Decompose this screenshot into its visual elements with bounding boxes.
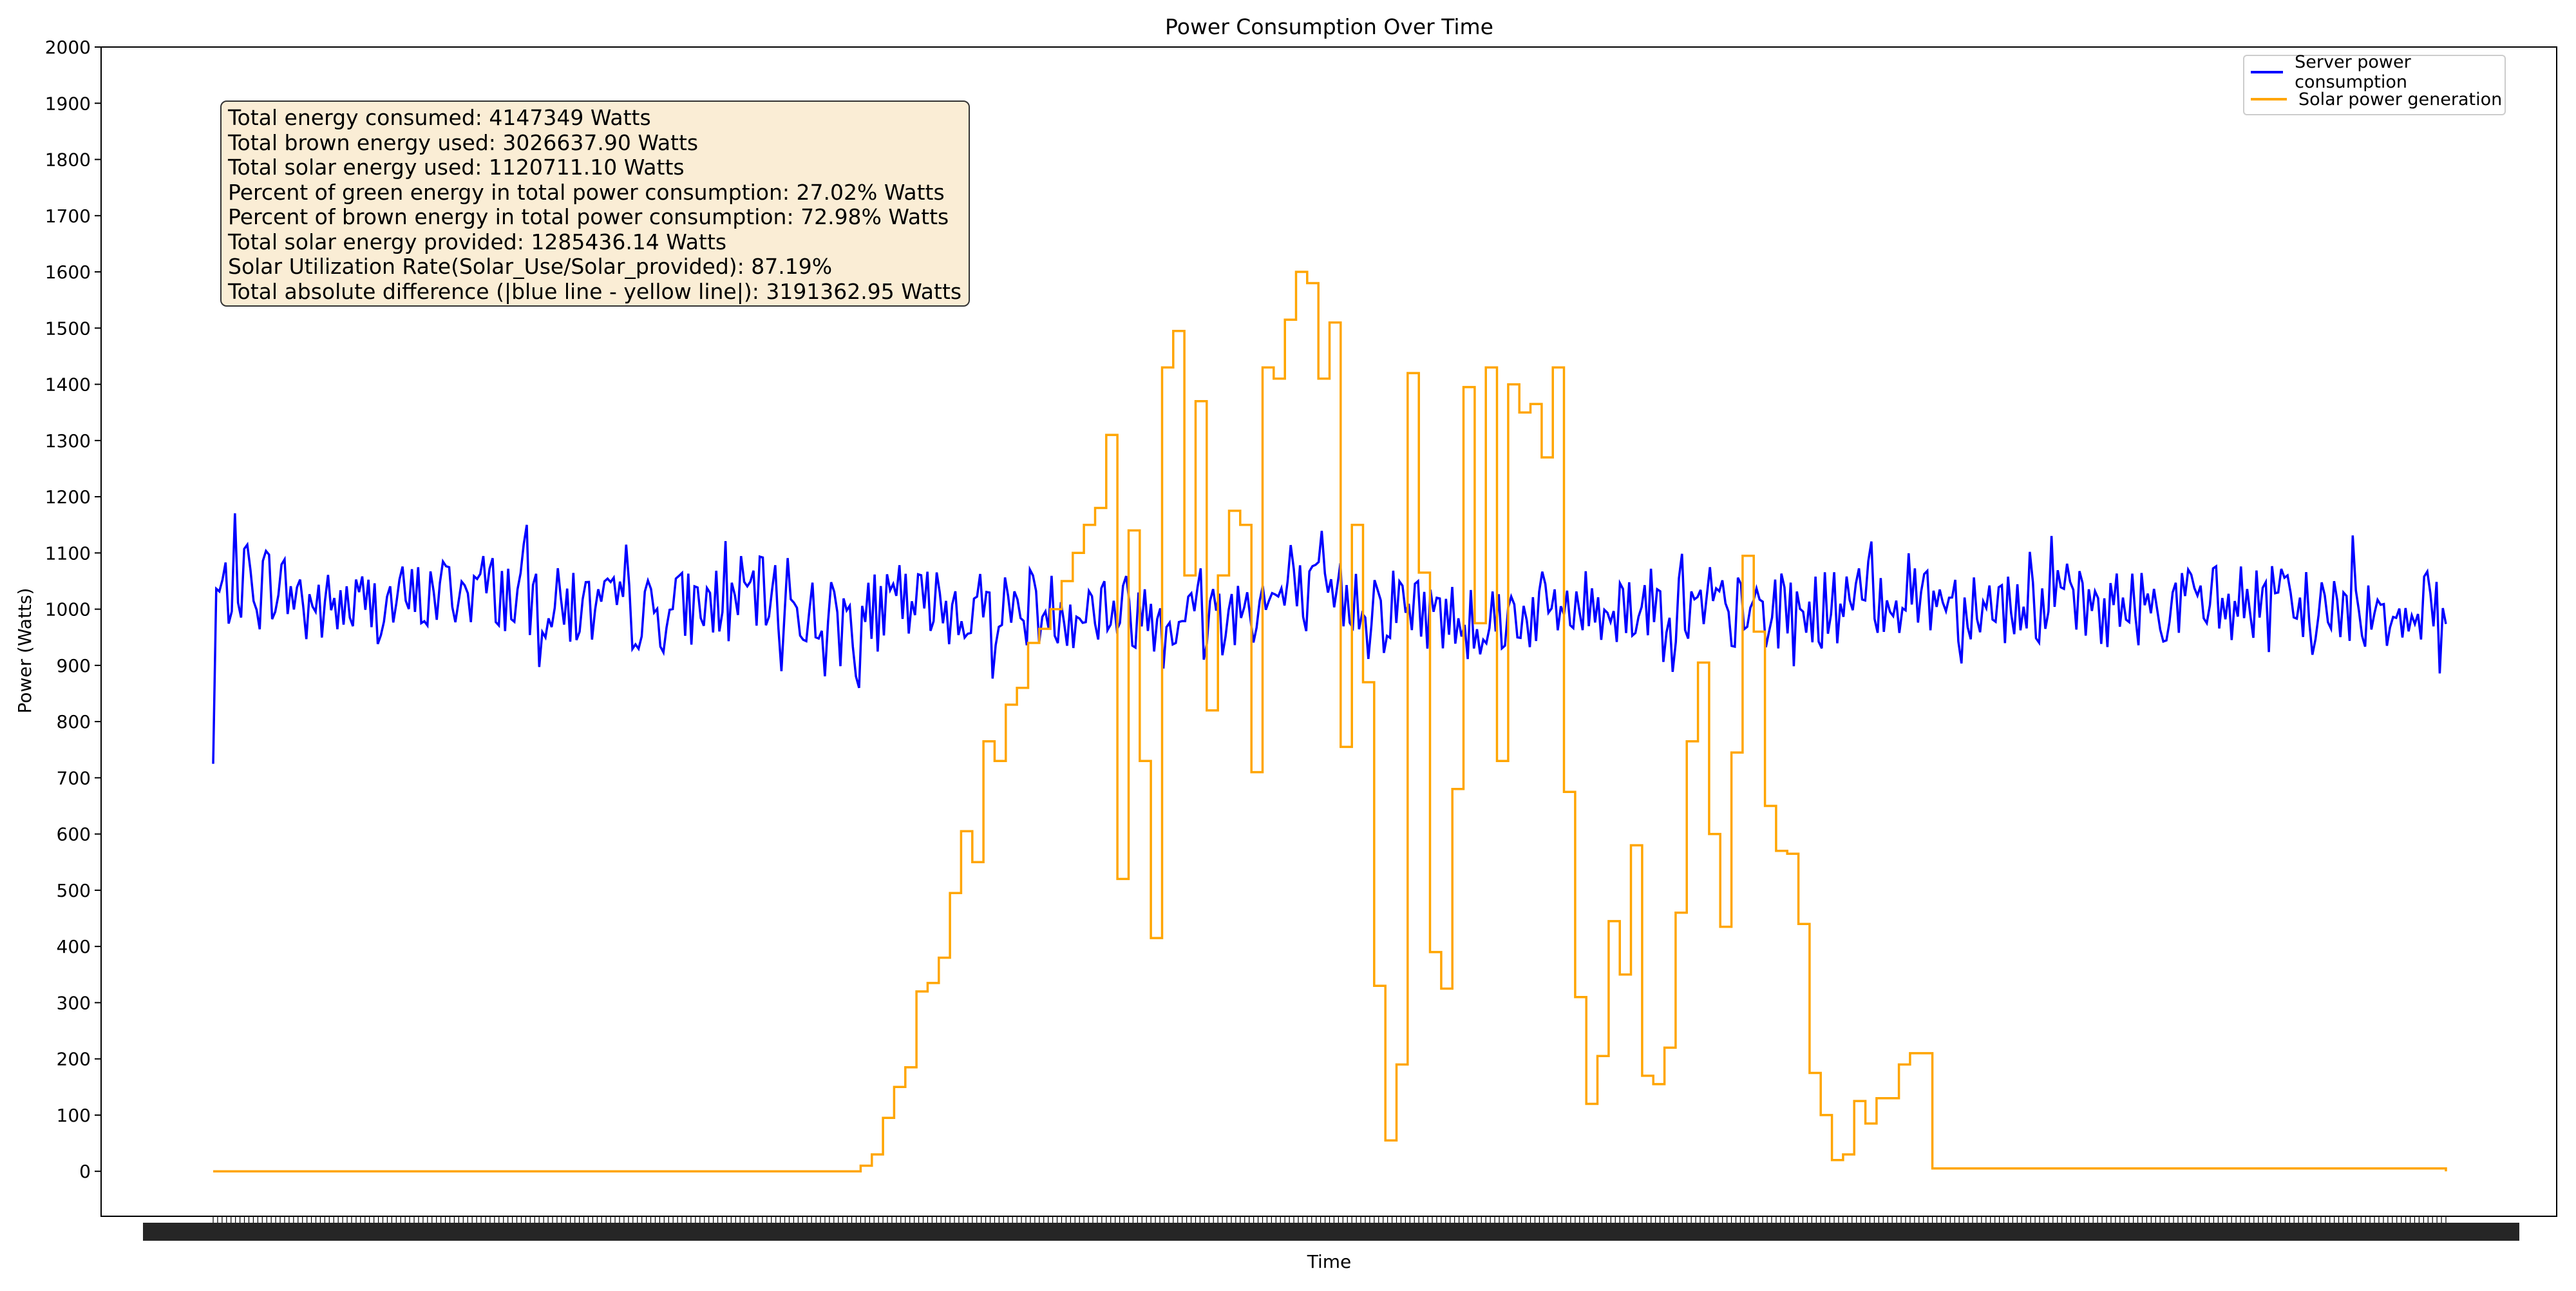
x-axis-label: Time [1307,1251,1352,1272]
series-line-solar [213,271,2447,1172]
y-tick-label: 1200 [45,486,91,508]
legend-swatch-solar [2251,98,2287,100]
y-tick-label: 1700 [45,206,91,227]
plot-area: 0 100 200 300 400 500 600 700 800 900 1000 1100 1200… [45,37,2557,1241]
y-tick-label: 300 [57,992,91,1013]
y-tick-label: 1400 [45,374,91,396]
y-tick-label: 800 [57,711,91,732]
y-tick-label: 400 [57,936,91,957]
stats-line: Percent of green energy in total power c… [228,179,945,205]
y-tick-label: 200 [57,1049,91,1070]
stats-line: Total solar energy provided: 1285436.14 … [228,229,727,254]
legend-item-solar: Solar power generation [2251,86,2502,112]
plot-frame [100,46,2557,1217]
stats-line: Solar Utilization Rate(Solar_Use/Solar_p… [228,254,833,279]
y-tick-label: 0 [79,1161,91,1182]
y-tick-label: 1500 [45,318,91,339]
y-tick-label: 1000 [45,599,91,620]
stats-line: Total brown energy used: 3026637.90 Watt… [228,129,699,155]
series-line-server [212,513,2447,764]
legend-label-server: Server power consumption [2295,52,2411,92]
legend-swatch-server [2251,71,2284,73]
y-axis-label: Power (Watts) [14,588,35,713]
y-tick-label: 100 [57,1105,91,1126]
y-tick-label: 900 [57,655,91,676]
chart-title: Power Consumption Over Time [1165,14,1493,39]
y-tick-label: 1600 [45,262,91,283]
y-tick-label: 2000 [45,37,91,58]
legend: Server power consumption Solar power gen… [2243,52,2506,115]
stats-line: Percent of brown energy in total power c… [228,204,949,229]
y-tick-label: 1300 [45,430,91,452]
stats-line: Total energy consumed: 4147349 Watts [228,105,651,130]
y-tick-label: 600 [57,824,91,845]
stats-line: Total absolute difference (|blue line - … [228,278,962,304]
y-tick-label: 700 [57,767,91,789]
y-tick-label: 500 [57,880,91,901]
legend-item-server: Server power consumption [2251,52,2505,92]
y-tick-label: 1100 [45,542,91,564]
x-tick-labels-overlap [143,1223,2519,1241]
stats-annotation-box: Total energy consumed: 4147349 Watts Tot… [220,100,970,307]
y-tick-label: 1900 [45,93,91,114]
legend-label-solar: Solar power generation [2298,89,2503,110]
y-tick-label: 1800 [45,149,91,171]
stats-line: Total solar energy used: 1120711.10 Watt… [228,155,685,180]
